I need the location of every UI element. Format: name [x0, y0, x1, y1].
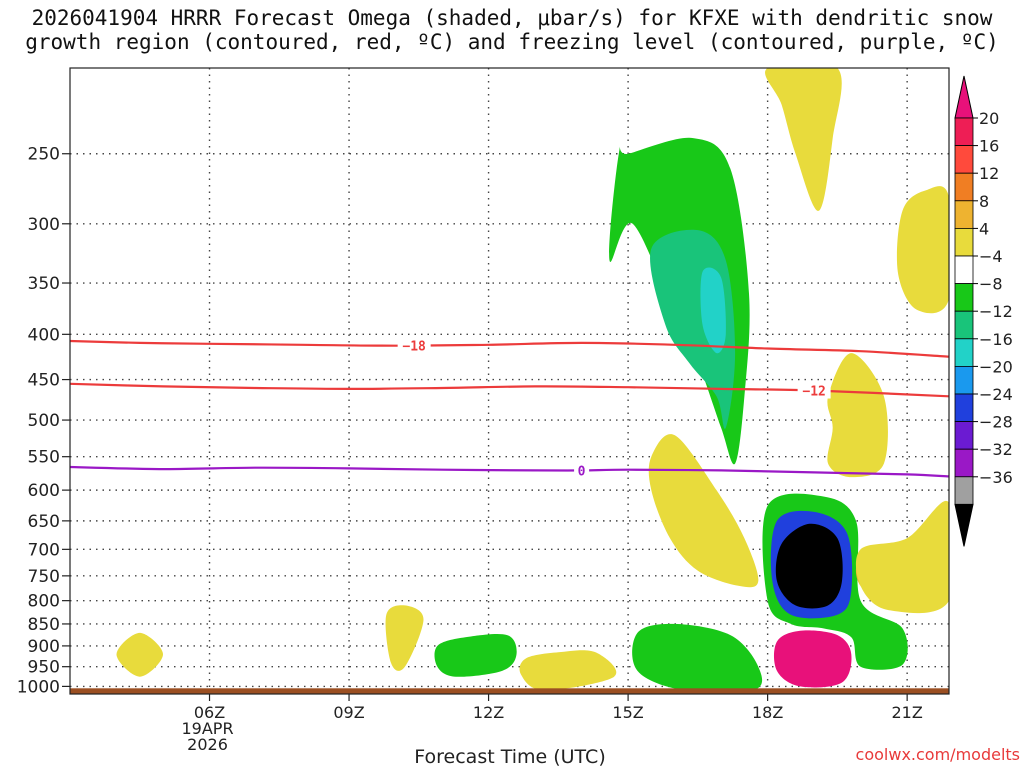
freezing-level-0-line — [70, 465, 949, 478]
chart-title-line-2: growth region (contoured, red, ºC) and f… — [25, 30, 999, 54]
colorbar-segment-1 — [954, 145, 974, 174]
freezing-level-0-label-bg — [574, 462, 590, 479]
omega-pos-4-right-upper — [896, 186, 949, 314]
colorbar-segment-2 — [954, 172, 974, 202]
omega-pos-4-far-upper — [765, 68, 842, 211]
colorbar-label-11: −28 — [979, 413, 1013, 432]
colorbar-label-3: 8 — [979, 192, 989, 211]
y-tick-label-300: 300 — [28, 215, 60, 235]
y-tick-label-800: 800 — [28, 592, 60, 612]
omega-neg-36-core — [775, 523, 843, 609]
x-tick-label-15Z: 15Z — [612, 703, 643, 722]
dgz-minus-12-label-bg — [797, 382, 831, 399]
omega-neg-4-lower-mid — [632, 623, 763, 693]
y-tick-label-750: 750 — [28, 567, 60, 587]
colorbar-top-arrow — [954, 75, 974, 119]
colorbar-segment-10 — [954, 393, 974, 423]
colorbar-segment-4 — [954, 227, 974, 257]
colorbar-label-7: −12 — [979, 302, 1013, 321]
colorbar-label-4: 4 — [979, 219, 989, 238]
omega-pos-4-lower-left — [116, 632, 163, 677]
dgz-minus-18-label-bg — [397, 337, 431, 354]
y-tick-label-1000: 1000 — [17, 677, 60, 697]
colorbar-label-8: −16 — [979, 330, 1013, 349]
y-tick-label-400: 400 — [28, 325, 60, 345]
watermark: coolwx.com/modelts — [856, 745, 1020, 764]
x-tick-label-06Z: 06Z — [194, 703, 225, 722]
plot-frame — [69, 67, 950, 695]
colorbar-segment-9 — [954, 365, 974, 395]
y-tick-label-350: 350 — [28, 274, 60, 294]
colorbar-segment-0 — [954, 117, 974, 147]
dgz-minus-12-label: −12 — [802, 385, 825, 400]
contour-layer: −18 −12 0 — [70, 337, 949, 479]
ground-bar — [70, 688, 949, 694]
chart-title-line-1: 2026041904 HRRR Forecast Omega (shaded, … — [31, 6, 993, 30]
dgz-minus-18-line — [70, 339, 949, 358]
x-tick-label-09Z: 09Z — [333, 703, 364, 722]
colorbar-label-0: 20 — [979, 109, 999, 128]
omega-pos-4-small — [385, 605, 424, 671]
y-tick-label-950: 950 — [28, 658, 60, 678]
omega-pos-4-right-lower — [855, 500, 949, 614]
colorbar-segment-8 — [954, 338, 974, 367]
colorbar-label-13: −36 — [979, 468, 1013, 487]
colorbar-label-1: 16 — [979, 137, 999, 156]
y-tick-label-600: 600 — [28, 481, 60, 501]
omega-shading-layer — [116, 68, 949, 693]
colorbar-segment-11 — [954, 421, 974, 450]
omega-pos-20-core — [773, 630, 852, 688]
omega-pos-4-mid-right — [827, 353, 888, 478]
omega-pos-4-mid — [648, 434, 759, 588]
colorbar-segment-13 — [954, 476, 974, 505]
x-tick-label-21Z: 21Z — [891, 703, 922, 722]
colorbar-segment-7 — [954, 310, 974, 340]
x-tick-label-18Z: 18Z — [752, 703, 783, 722]
colorbar-segment-6 — [954, 283, 974, 312]
x-tick-label-12Z: 12Z — [473, 703, 504, 722]
colorbar-segment-3 — [954, 200, 974, 229]
colorbar-segment-5 — [954, 255, 974, 285]
freezing-level-0-label: 0 — [578, 464, 586, 479]
colorbar-label-2: 12 — [979, 164, 999, 183]
colorbar-label-9: −20 — [979, 357, 1013, 376]
omega-neg-4-lower-left — [434, 633, 517, 677]
y-tick-label-650: 650 — [28, 512, 60, 532]
y-tick-label-550: 550 — [28, 448, 60, 468]
dgz-minus-18-label: −18 — [402, 339, 426, 354]
y-tick-label-450: 450 — [28, 371, 60, 391]
dgz-minus-12-line — [70, 382, 949, 398]
x-tick-sublabel-1: 2026 — [187, 735, 228, 754]
y-tick-label-500: 500 — [28, 411, 60, 431]
y-tick-label-700: 700 — [28, 540, 60, 560]
colorbar-segment-12 — [954, 448, 974, 478]
y-tick-label-850: 850 — [28, 615, 60, 635]
x-tick-sublabel-0: 19APR — [181, 719, 233, 738]
colorbar-label-6: −8 — [979, 275, 1003, 294]
x-axis-label: Forecast Time (UTC) — [414, 746, 605, 768]
colorbar-bottom-arrow — [954, 503, 974, 547]
colorbar-label-10: −24 — [979, 385, 1013, 404]
colorbar-label-12: −32 — [979, 440, 1013, 459]
y-tick-label-250: 250 — [28, 145, 60, 165]
omega-neg-12-upper — [700, 267, 726, 354]
colorbar-label-5: −4 — [979, 247, 1003, 266]
y-tick-label-900: 900 — [28, 637, 60, 657]
ground-layer — [70, 688, 949, 694]
omega-pos-4-lower-center — [519, 650, 617, 691]
y-axis: 2503003504004505005506006507007508008509… — [17, 145, 70, 697]
colorbar: 20 16 12 8 4 −4 −8 −12 −16 −20 −24 −28 −32 −36 — [954, 75, 1013, 547]
